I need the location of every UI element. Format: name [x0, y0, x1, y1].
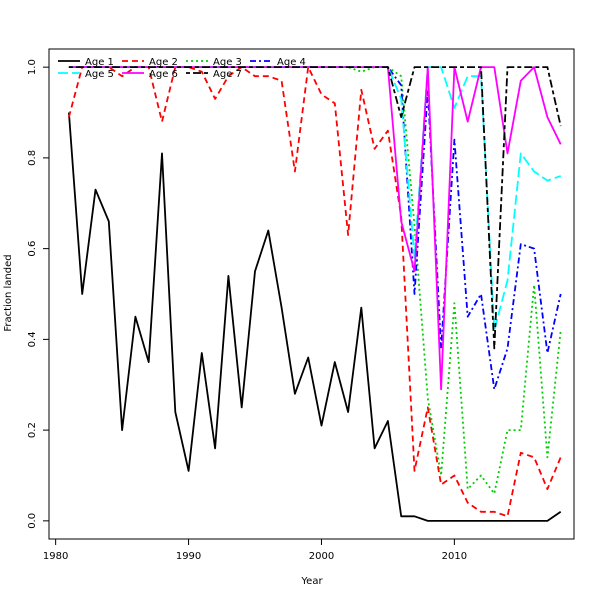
- legend-label: Age 5: [85, 69, 114, 80]
- legend-label: Age 2: [149, 57, 178, 68]
- y-tick-label: 0.4: [27, 331, 38, 347]
- y-tick-label: 0.8: [27, 150, 38, 166]
- x-tick-label: 2000: [309, 551, 334, 562]
- y-tick-label: 1.0: [27, 59, 38, 75]
- legend-label: Age 4: [277, 57, 306, 68]
- y-axis-title: Fraction landed: [3, 254, 14, 331]
- y-tick-label: 0.6: [27, 241, 38, 257]
- x-tick-label: 1990: [176, 551, 201, 562]
- x-axis-title: Year: [300, 576, 323, 587]
- series-line-age-7: [68, 66, 562, 350]
- legend: Age 1 Age 2 Age 3 Age 4 Age 5 Age 6 Age 7: [58, 57, 306, 80]
- series-line-age-2: [68, 66, 562, 518]
- y-tick-label: 0.2: [27, 422, 38, 438]
- x-tick-label: 1980: [43, 551, 68, 562]
- x-axis: 1980 1990 2000 2010: [43, 538, 467, 562]
- legend-label: Age 7: [213, 69, 242, 80]
- y-tick-label: 0.0: [27, 513, 38, 529]
- series-line-age-1: [68, 112, 562, 522]
- legend-label: Age 3: [213, 57, 242, 68]
- legend-label: Age 6: [149, 69, 178, 80]
- legend-label: Age 1: [85, 57, 114, 68]
- y-axis: 0.0 0.2 0.4 0.6 0.8 1.0: [27, 59, 50, 529]
- series-layer: [68, 66, 562, 522]
- x-tick-label: 2010: [442, 551, 467, 562]
